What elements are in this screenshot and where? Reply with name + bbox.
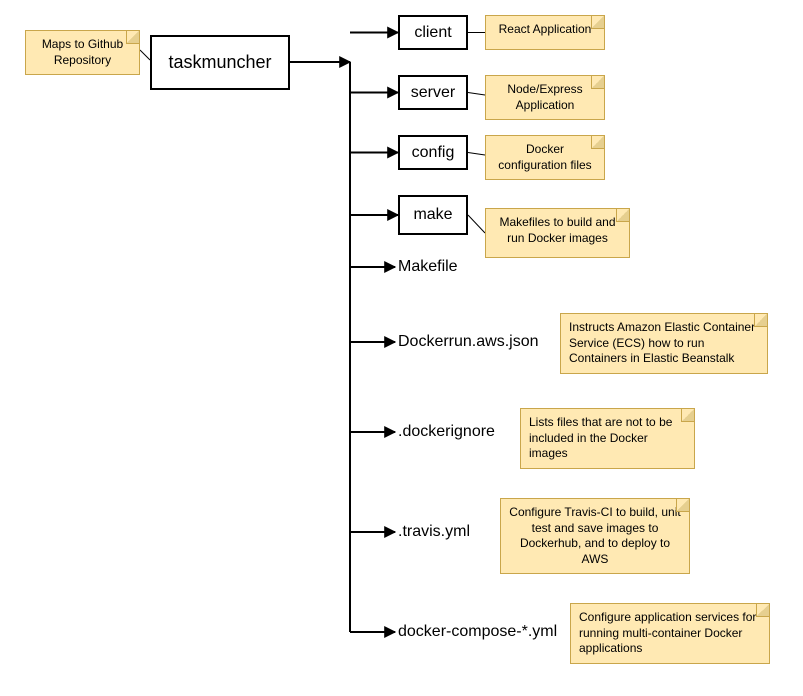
node-label-client: client	[414, 24, 451, 42]
node-label-config: config	[412, 144, 455, 162]
root-node: taskmuncher	[150, 35, 290, 90]
node-label-server: server	[411, 84, 455, 102]
node-compose: docker-compose-*.yml	[398, 623, 557, 641]
note-dockerignore: Lists files that are not to be included …	[520, 408, 695, 469]
note-server: Node/Express Application	[485, 75, 605, 120]
note-make: Makefiles to build and run Docker images	[485, 208, 630, 258]
node-client: client	[398, 15, 468, 50]
node-travis: .travis.yml	[398, 523, 470, 541]
node-dockerrun: Dockerrun.aws.json	[398, 333, 539, 351]
note-client: React Application	[485, 15, 605, 50]
root-label: taskmuncher	[168, 52, 271, 73]
node-makefile: Makefile	[398, 258, 458, 276]
note-config: Docker configuration files	[485, 135, 605, 180]
node-label-make: make	[413, 206, 452, 224]
node-server: server	[398, 75, 468, 110]
node-make: make	[398, 195, 468, 235]
note-dockerrun: Instructs Amazon Elastic Container Servi…	[560, 313, 768, 374]
node-dockerignore: .dockerignore	[398, 423, 495, 441]
note-compose: Configure application services for runni…	[570, 603, 770, 664]
note-travis: Configure Travis-CI to build, unit test …	[500, 498, 690, 574]
node-config: config	[398, 135, 468, 170]
root-note: Maps to Github Repository	[25, 30, 140, 75]
